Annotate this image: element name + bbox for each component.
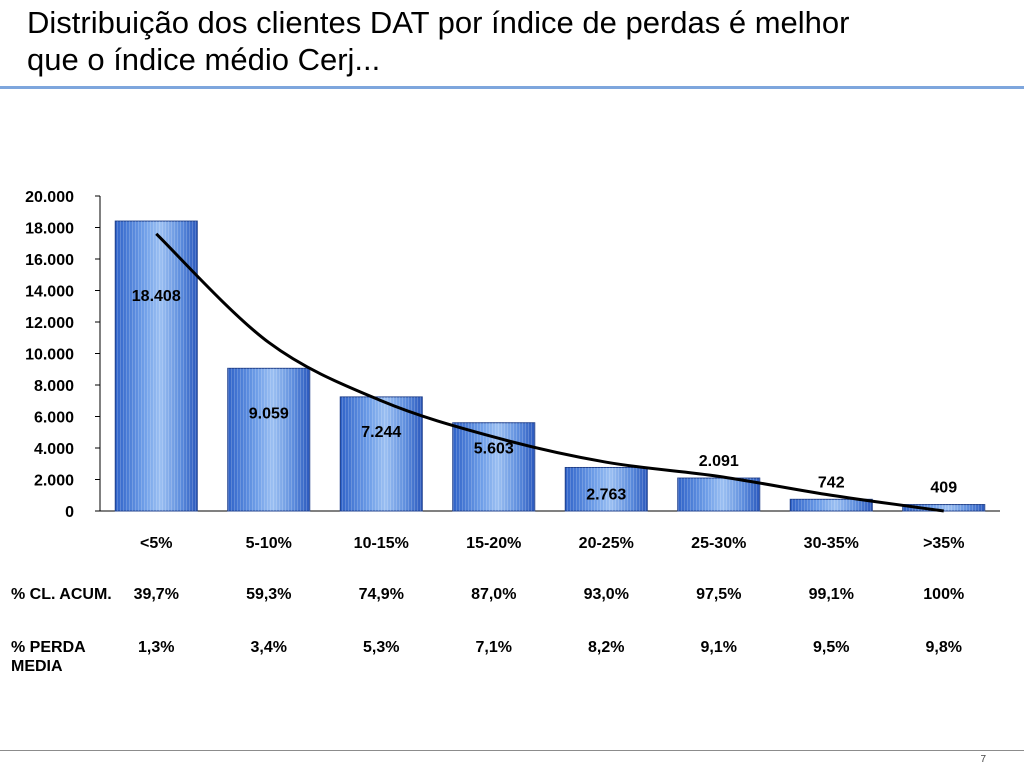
bar-chart: 0 2.000 4.000 6.000 8.000 10.000 12.000 14.000 1…: [25, 189, 1000, 552]
y-tick-label: 4.000: [34, 441, 74, 458]
table-cell: 74,9%: [358, 586, 404, 603]
data-label: 409: [930, 480, 957, 497]
trendline: [155, 232, 944, 513]
y-tick-label: 10.000: [25, 347, 74, 364]
table-cell: 87,0%: [471, 586, 517, 603]
table-cell: 99,1%: [808, 586, 854, 603]
bar-texture: [790, 499, 873, 511]
category-label: 25-30%: [691, 535, 746, 552]
y-tick-label: 0: [65, 504, 74, 521]
table-cell: 9,8%: [925, 639, 962, 656]
table-cell: 8,2%: [588, 639, 625, 656]
category-label: 15-20%: [466, 535, 521, 552]
data-label: 7.244: [361, 424, 401, 441]
table-cell: 93,0%: [583, 586, 629, 603]
bar-texture: [565, 467, 648, 511]
table-cell: 3,4%: [250, 639, 287, 656]
category-label: <5%: [140, 535, 172, 552]
trendline-curve: [155, 232, 944, 513]
y-tick-label: 2.000: [34, 473, 74, 490]
category-label: 10-15%: [354, 535, 409, 552]
data-label: 9.059: [249, 405, 289, 422]
data-label: 18.408: [132, 288, 181, 305]
data-label: 2.763: [586, 486, 626, 503]
bar-texture: [115, 221, 198, 511]
bar-texture: [677, 478, 760, 511]
table-cell: 5,3%: [363, 639, 400, 656]
bar-texture: [902, 504, 985, 511]
table-cell: 7,1%: [475, 639, 512, 656]
slide-title-line-2: que o índice médio Cerj...: [27, 42, 381, 77]
y-axis: 0 2.000 4.000 6.000 8.000 10.000 12.000 14.000 1…: [25, 189, 1000, 521]
category-label: >35%: [923, 535, 964, 552]
table-cell: 100%: [923, 586, 965, 603]
row-header-cl-acum: % CL. ACUM.: [11, 586, 112, 603]
category-label: 30-35%: [804, 535, 859, 552]
y-tick-label: 18.000: [25, 221, 74, 238]
data-label: 2.091: [699, 453, 739, 470]
data-labels: 18.408 9.059 7.244 5.603 2.763 2.091 742 409: [132, 288, 957, 503]
table-cell: 39,7%: [133, 586, 179, 603]
y-tick-label: 12.000: [25, 315, 74, 332]
y-tick-label: 8.000: [34, 378, 74, 395]
data-label: 5.603: [474, 441, 514, 458]
slide-title-line-1: Distribuição dos clientes DAT por índice…: [27, 5, 850, 40]
table-cell: 1,3%: [138, 639, 175, 656]
page-number: 7: [980, 754, 986, 765]
slide-title: Distribuição dos clientes DAT por índice…: [27, 4, 1007, 78]
x-axis-categories: <5% 5-10% 10-15% 15-20% 20-25% 25-30% 30-35% >3…: [140, 535, 964, 552]
y-tick-label: 16.000: [25, 252, 74, 269]
table-cell: 9,5%: [813, 639, 850, 656]
table-cell: 97,5%: [696, 586, 742, 603]
y-tick-label: 20.000: [25, 189, 74, 206]
footer-divider: [0, 750, 1024, 751]
y-tick-label: 14.000: [25, 284, 74, 301]
data-label: 742: [818, 474, 845, 491]
bars: [114, 220, 986, 512]
table-cell: 9,1%: [700, 639, 737, 656]
title-divider: [0, 86, 1024, 89]
bar-texture: [340, 396, 423, 511]
category-label: 20-25%: [579, 535, 634, 552]
y-tick-label: 6.000: [34, 410, 74, 427]
row-header-perda-media: % PERDA MEDIA: [11, 639, 86, 675]
bar-texture: [227, 368, 310, 511]
table-cell: 59,3%: [246, 586, 292, 603]
category-label: 5-10%: [246, 535, 292, 552]
